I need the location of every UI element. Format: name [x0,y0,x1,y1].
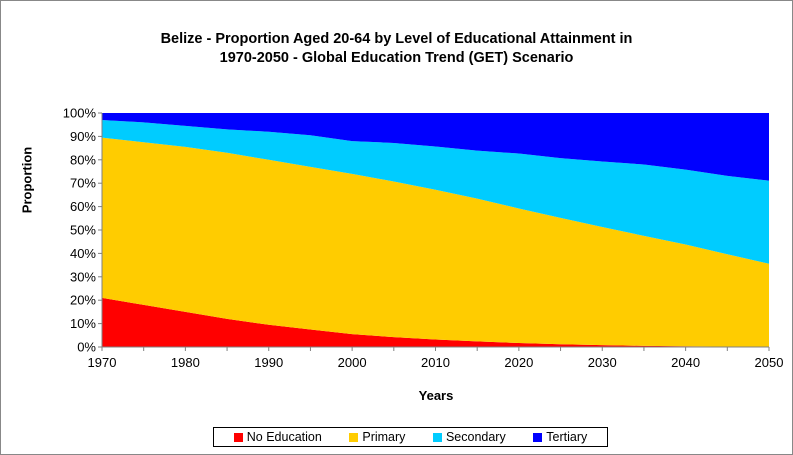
x-tick-label: 1970 [88,355,117,370]
legend-label: Secondary [445,430,506,444]
x-tick-label: 2050 [755,355,784,370]
legend-item-secondary: Secondary [432,430,506,444]
legend-label: No Education [246,430,322,444]
area-secondary [102,120,769,264]
y-tick-label: 30% [70,269,96,284]
chart-title-line-1: Belize - Proportion Aged 20-64 by Level … [160,31,633,47]
legend-item-tertiary: Tertiary [533,430,587,444]
legend-swatch [233,432,243,442]
area-primary [102,137,769,347]
x-tick-label: 2000 [338,355,367,370]
x-tick-label: 1990 [254,355,283,370]
chart-title: Belize - Proportion Aged 20-64 by Level … [0,30,793,68]
axes-group: 0% 10% 20% 30% 40% 50% 60% 70% 80% 90% 100% 1970 198… [63,106,784,371]
area-series-group [102,113,769,347]
y-tick-label: 80% [70,152,96,167]
x-tick-label: 2010 [421,355,450,370]
legend-item-no-education: No Education [233,430,322,444]
y-tick-label: 70% [70,176,96,191]
y-tick-label: 10% [70,316,96,331]
y-tick-label: 40% [70,246,96,261]
x-axis-label: Years [418,388,454,403]
legend-label: Tertiary [546,430,588,444]
y-tick-label: 20% [70,293,96,308]
legend-swatch [432,432,442,442]
legend-item-primary: Primary [349,430,405,444]
legend-swatch [533,432,543,442]
y-tick-label: 100% [63,106,97,121]
x-tick-label: 1980 [171,355,200,370]
y-tick-label: 90% [70,129,96,144]
y-tick-label: 50% [70,223,96,238]
y-tick-label: 0% [77,340,96,355]
x-tick-label: 2030 [588,355,617,370]
legend-label: Primary [362,430,406,444]
legend-swatch [349,432,359,442]
legend: No Education Primary Secondary Tertiary [213,427,608,447]
y-tick-label: 60% [70,199,96,214]
area-no-education [102,297,769,347]
area-tertiary [102,113,769,181]
chart-title-line-2: 1970-2050 - Global Education Trend (GET)… [219,50,574,66]
x-tick-label: 2020 [504,355,533,370]
x-tick-label: 2040 [671,355,700,370]
